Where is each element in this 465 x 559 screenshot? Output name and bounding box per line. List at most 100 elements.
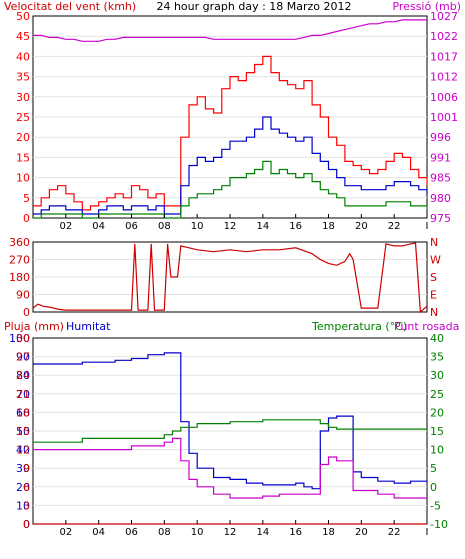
- dewpoint-axis-title: Punt rosada: [394, 320, 459, 333]
- wind-tick-label: 20: [16, 131, 30, 144]
- x-tick-label: 20: [355, 527, 368, 538]
- x-tick-label: 16: [289, 527, 302, 538]
- temperature-axis-title: Temperatura (°C): [311, 320, 407, 333]
- pressure-tick-label: 1027: [430, 10, 458, 23]
- rain-axis-title: Pluja (mm): [4, 320, 64, 333]
- direction-tick-label: 360: [9, 236, 30, 249]
- rain-tick-label: 24: [16, 369, 30, 382]
- temperature-tick-label: 0: [430, 481, 437, 494]
- direction-tick-label: 180: [9, 271, 30, 284]
- x-tick-label: 10: [191, 527, 204, 538]
- pressure-tick-label: 980: [430, 192, 451, 205]
- humidity-tick-label: 80: [16, 369, 30, 382]
- pressure-axis-title: Pressió (mb): [392, 0, 461, 13]
- x-tick-label: 08: [158, 221, 171, 232]
- x-tick-label: 10: [191, 221, 204, 232]
- wind-tick-label: 10: [16, 172, 30, 185]
- wind-tick-label: 40: [16, 50, 30, 63]
- temperature-tick-label: 10: [430, 444, 444, 457]
- wind-tick-label: 5: [23, 192, 30, 205]
- wind-tick-label: 30: [16, 91, 30, 104]
- rain-tick-label: 27: [16, 351, 30, 364]
- x-tick-label: 18: [322, 221, 335, 232]
- x-tick-label: 12: [224, 221, 237, 232]
- x-tick-label: 02: [59, 527, 72, 538]
- wind-tick-label: 35: [16, 71, 30, 84]
- wind-tick-label: 15: [16, 151, 30, 164]
- wind-direction-line: [32, 242, 428, 314]
- rain-tick-label: 12: [16, 444, 30, 457]
- wind-gust-line: [33, 55, 428, 211]
- humidity-line: [33, 352, 428, 490]
- dewpoint-line: [33, 437, 427, 499]
- wind-average-line: [33, 116, 428, 215]
- pressure-tick-label: 985: [430, 172, 451, 185]
- humidity-tick-label: 90: [16, 351, 30, 364]
- wind-min-line: [33, 160, 428, 219]
- humidity-tick-label: 20: [16, 481, 30, 494]
- x-tick-label: 12: [224, 527, 237, 538]
- x-tick-label: 14: [256, 221, 269, 232]
- x-tick-label: 04: [92, 221, 105, 232]
- temperature-tick-label: -10: [430, 518, 448, 531]
- x-tick-label: 16: [289, 221, 302, 232]
- x-tick-label: 22: [388, 221, 401, 232]
- compass-tick-label: N: [430, 236, 438, 249]
- x-tick-label: 02: [59, 221, 72, 232]
- rain-tick-label: 30: [16, 332, 30, 345]
- humidity-tick-label: 30: [16, 462, 30, 475]
- temperature-tick-label: 35: [430, 351, 444, 364]
- temperature-tick-label: 25: [430, 388, 444, 401]
- humidity-tick-label: 60: [16, 406, 30, 419]
- compass-tick-label: W: [430, 254, 441, 267]
- x-tick-label: I: [426, 527, 429, 538]
- humidity-tick-label: 100: [9, 332, 30, 345]
- compass-tick-label: E: [430, 289, 437, 302]
- pressure-tick-label: 996: [430, 131, 451, 144]
- chart-title: 24 hour graph day : 18 Marzo 2012: [156, 0, 351, 13]
- pressure-tick-label: 991: [430, 151, 451, 164]
- direction-tick-label: 270: [9, 254, 30, 267]
- humidity-tick-label: 70: [16, 388, 30, 401]
- temperature-tick-label: 5: [430, 462, 437, 475]
- direction-tick-label: 90: [16, 289, 30, 302]
- temperature-tick-label: 40: [430, 332, 444, 345]
- rain-tick-label: 0: [23, 518, 30, 531]
- pressure-line: [33, 19, 427, 42]
- wind-axis-title: Velocitat del vent (kmh): [4, 0, 136, 13]
- humidity-tick-label: 50: [16, 425, 30, 438]
- x-tick-label: 18: [322, 527, 335, 538]
- pressure-tick-label: 1017: [430, 50, 458, 63]
- humidity-tick-label: 10: [16, 499, 30, 512]
- temperature-tick-label: 30: [430, 369, 444, 382]
- direction-tick-label: 0: [23, 306, 30, 319]
- rain-tick-label: 18: [16, 406, 30, 419]
- temperature-tick-label: 15: [430, 425, 444, 438]
- wind-tick-label: 0: [23, 212, 30, 225]
- x-tick-label: 20: [355, 221, 368, 232]
- rain-tick-label: 9: [23, 462, 30, 475]
- compass-tick-label: S: [430, 271, 437, 284]
- temperature-tick-label: -5: [430, 499, 441, 512]
- rain-tick-label: 21: [16, 388, 30, 401]
- humidity-tick-label: 0: [23, 518, 30, 531]
- wind-tick-label: 25: [16, 111, 30, 124]
- compass-tick-label: N: [430, 306, 438, 319]
- pressure-tick-label: 1022: [430, 30, 458, 43]
- rain-tick-label: 15: [16, 425, 30, 438]
- x-tick-label: 14: [256, 527, 269, 538]
- x-tick-label: 08: [158, 527, 171, 538]
- x-tick-label: 22: [388, 527, 401, 538]
- x-tick-label: 06: [125, 221, 138, 232]
- x-tick-label: 06: [125, 527, 138, 538]
- x-tick-label: I: [426, 221, 429, 232]
- temperature-line: [33, 419, 428, 443]
- humidity-axis-title: Humitat: [66, 320, 111, 333]
- rain-tick-label: 3: [23, 499, 30, 512]
- pressure-tick-label: 975: [430, 212, 451, 225]
- pressure-tick-label: 1012: [430, 71, 458, 84]
- wind-tick-label: 45: [16, 30, 30, 43]
- x-tick-label: 04: [92, 527, 105, 538]
